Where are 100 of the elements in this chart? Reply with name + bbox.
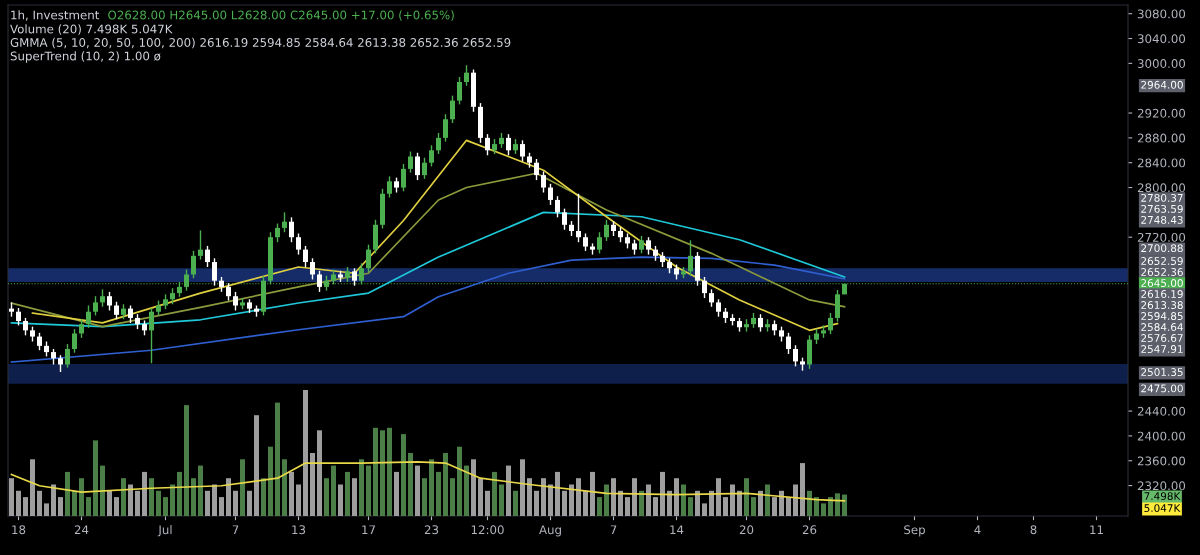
y-tick-label: 2840.00 [1137, 158, 1186, 168]
candlestick [456, 76, 463, 106]
bar [799, 463, 806, 516]
bar [372, 427, 379, 516]
bar [8, 478, 15, 516]
candlestick [316, 270, 323, 293]
bar [449, 478, 456, 516]
bar [267, 446, 274, 516]
text: 2748.43 [1141, 215, 1183, 224]
x-tick-label: 13 [292, 525, 306, 535]
y-tick-label: 2320.00 [1137, 481, 1186, 491]
x-tick-label: Jul [157, 525, 172, 537]
candlestick [701, 276, 708, 299]
bar [575, 478, 582, 516]
bar [169, 484, 176, 516]
bar [708, 490, 715, 516]
bar [337, 484, 344, 516]
bar [610, 478, 617, 516]
bar [197, 465, 204, 516]
bar [274, 402, 281, 516]
bar [771, 497, 778, 516]
x-tick-label: 4 [974, 525, 981, 534]
x-tick-label: 23 [424, 525, 439, 535]
bar [729, 484, 736, 516]
bar [344, 471, 351, 516]
text: 2700.88 [1141, 244, 1183, 253]
candlestick [386, 175, 393, 199]
bar [757, 490, 764, 516]
bar [463, 465, 470, 516]
candlestick [505, 133, 512, 156]
bar [330, 465, 337, 516]
text: 2964.00 [1141, 80, 1183, 89]
bar [834, 493, 841, 516]
bar [29, 459, 36, 516]
bar [722, 497, 729, 516]
bar [519, 459, 526, 516]
bar [218, 497, 225, 516]
candlestick [365, 243, 372, 273]
text: 2547.91 [1141, 345, 1183, 353]
bar [36, 490, 43, 516]
bar [71, 490, 78, 516]
candlestick [302, 245, 309, 268]
bar [701, 503, 708, 516]
text: 2613.38 [1141, 301, 1183, 309]
text: 5.047K [1144, 504, 1181, 513]
line-series [10, 256, 846, 363]
bar [603, 484, 610, 516]
bar [435, 471, 442, 516]
bar [414, 465, 421, 516]
bar [155, 490, 162, 516]
bar [652, 497, 659, 516]
bar [57, 497, 64, 516]
bar [428, 459, 435, 516]
y-tick-label: 2400.00 [1137, 431, 1186, 441]
candlestick [92, 295, 99, 317]
bar [659, 471, 666, 516]
bar [505, 465, 512, 516]
ref-line-label: 2645.00 [1141, 279, 1183, 287]
candlestick [435, 132, 442, 155]
candlestick [78, 318, 85, 339]
candlestick [785, 332, 792, 355]
bar [820, 503, 827, 516]
x-tick-label: 17 [362, 525, 375, 534]
bar [456, 446, 463, 516]
line-series [10, 211, 846, 328]
bar [631, 478, 638, 516]
text: 2576.67 [1141, 334, 1183, 342]
candlestick [148, 307, 155, 364]
bar [225, 478, 232, 516]
bar [477, 478, 484, 516]
candlestick [64, 343, 71, 369]
candlestick [71, 328, 78, 354]
bar [204, 490, 211, 516]
x-tick-label: 18 [12, 525, 26, 535]
bar [407, 453, 414, 516]
bar [281, 459, 288, 516]
bar [596, 497, 603, 516]
bar [533, 490, 540, 516]
candlestick [561, 207, 568, 231]
text: 2501.35 [1141, 368, 1183, 376]
bar [764, 484, 771, 516]
bar [239, 459, 246, 516]
candlestick [414, 152, 421, 181]
bar [540, 478, 547, 516]
candlestick [449, 94, 456, 124]
bar [309, 453, 316, 516]
bar [85, 497, 92, 516]
bar [246, 490, 253, 516]
candlestick [442, 113, 449, 143]
candlestick [596, 231, 603, 255]
bar [211, 484, 218, 516]
annotation: Volume (20) 7.498K 5.047K [10, 24, 173, 35]
text: 2475.00 [1141, 384, 1183, 393]
bar [694, 490, 701, 516]
bar [813, 497, 820, 516]
bar [666, 490, 673, 516]
bar [50, 484, 57, 516]
line-series [31, 139, 839, 332]
candlestick [519, 139, 526, 163]
bar [260, 478, 267, 516]
